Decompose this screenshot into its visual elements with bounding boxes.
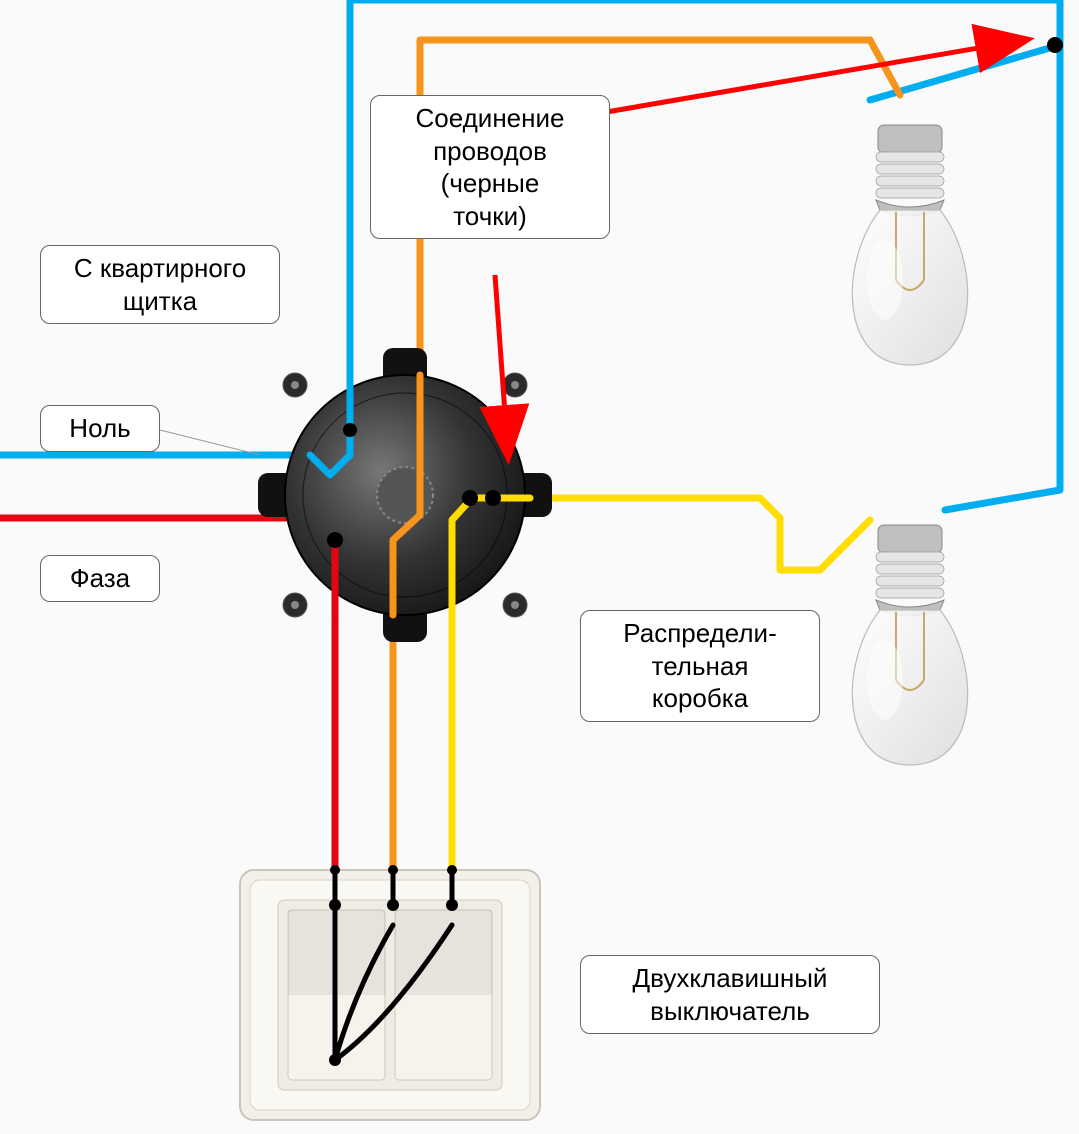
label-junction-conn: Соединение проводов (черные точки)	[370, 95, 610, 239]
bulb-2	[852, 525, 967, 765]
diagram-stage: С квартирного щитка Ноль Фаза Соединение…	[0, 0, 1079, 1134]
connection-dot	[462, 490, 478, 506]
label-phase: Фаза	[40, 555, 160, 602]
double-rocker-switch	[240, 870, 540, 1120]
label-switch: Двухклавишный выключатель	[580, 955, 880, 1034]
bulb-1	[852, 125, 967, 365]
connection-dot	[485, 490, 501, 506]
label-from-panel: С квартирного щитка	[40, 245, 280, 324]
connection-dot	[1047, 37, 1063, 53]
label-junction-box: Распредели- тельная коробка	[580, 610, 820, 722]
label-neutral: Ноль	[40, 405, 160, 452]
connection-dot	[327, 532, 343, 548]
callout-arrow	[560, 40, 1025, 120]
